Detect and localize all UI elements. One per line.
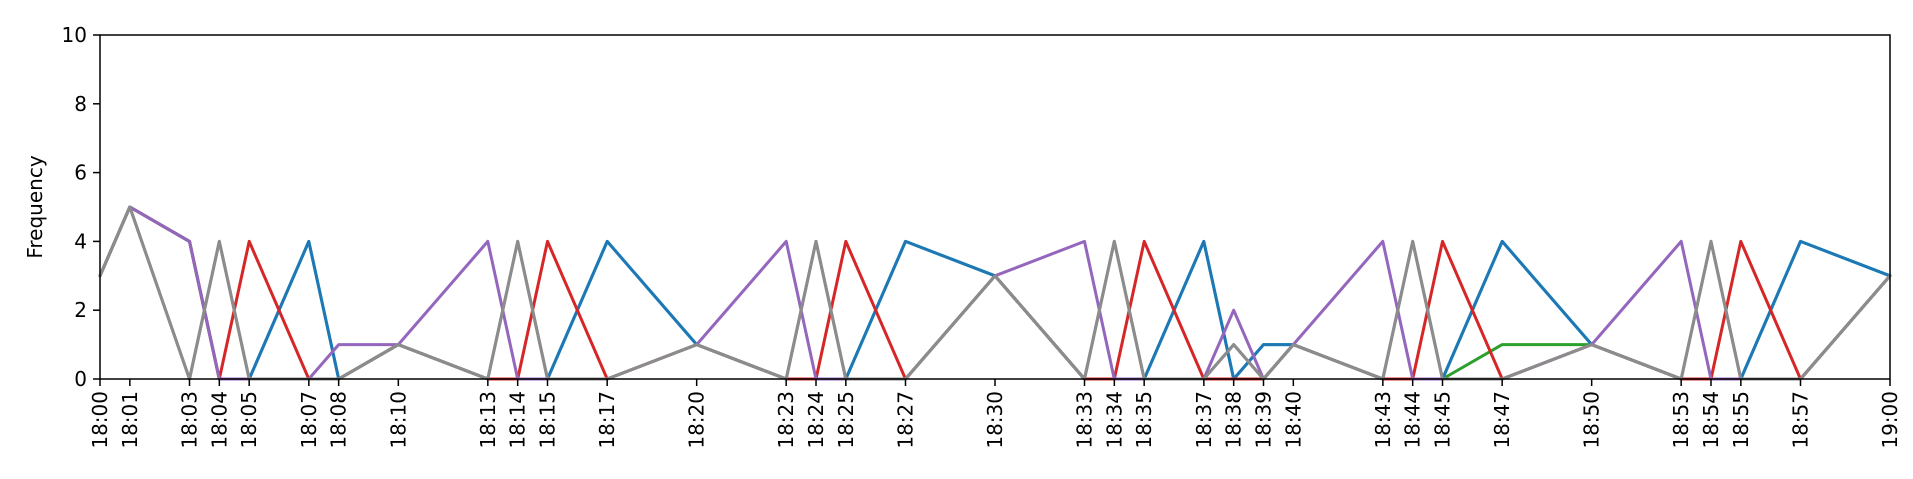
x-tick-label: 18:23 (774, 391, 798, 449)
x-tick-label: 18:24 (804, 391, 828, 449)
x-tick-label: 18:38 (1222, 391, 1246, 449)
series-line-1 (98, 205, 1892, 381)
x-tick-label: 18:55 (1729, 391, 1753, 449)
x-tick-label: 18:20 (685, 391, 709, 449)
y-axis: 0 2 4 6 8 10 (62, 23, 100, 391)
x-tick-label: 18:40 (1281, 391, 1305, 449)
x-tick-label: 18:37 (1192, 391, 1216, 449)
series-layer (98, 205, 1892, 381)
x-tick-label: 18:03 (178, 391, 202, 449)
x-tick-label: 18:43 (1371, 391, 1395, 449)
y-tick-label: 4 (74, 229, 87, 253)
series-line-2 (98, 205, 1892, 381)
x-tick-label: 18:07 (297, 391, 321, 449)
plot-frame (99, 34, 1891, 380)
series-line-7 (98, 205, 1892, 381)
series-line-5 (98, 205, 1892, 381)
y-tick-label: 2 (74, 298, 87, 322)
x-tick-label: 18:04 (207, 391, 231, 449)
x-tick-label: 18:10 (386, 391, 410, 449)
x-tick-label: 18:44 (1401, 391, 1425, 449)
x-tick-label: 18:15 (536, 391, 560, 449)
x-tick-label: 18:27 (894, 391, 918, 449)
series-line-4 (98, 205, 1892, 381)
x-tick-label: 18:45 (1431, 391, 1455, 449)
x-tick-label: 18:34 (1102, 391, 1126, 449)
y-tick-label: 6 (74, 161, 87, 185)
y-tick-label: 10 (62, 23, 87, 47)
x-tick-label: 18:05 (237, 391, 261, 449)
x-tick-label: 18:00 (88, 391, 112, 449)
x-tick-label: 18:47 (1490, 391, 1514, 449)
x-tick-label: 18:39 (1252, 391, 1276, 449)
x-tick-label: 18:54 (1699, 391, 1723, 449)
x-axis: 18:00 18:01 18:03 18:04 18:05 18:07 18:08 18:10… (88, 379, 1902, 449)
y-tick-label: 0 (74, 367, 87, 391)
x-tick-label: 18:17 (595, 391, 619, 449)
x-tick-label: 18:33 (1073, 391, 1097, 449)
x-tick-label: 18:35 (1132, 391, 1156, 449)
x-tick-label: 18:30 (983, 391, 1007, 449)
y-tick-label: 8 (74, 92, 87, 116)
x-tick-label: 18:25 (834, 391, 858, 449)
x-tick-label: 18:53 (1669, 391, 1693, 449)
x-tick-label: 18:13 (476, 391, 500, 449)
x-tick-label: 18:08 (327, 391, 351, 449)
y-axis-title: Frequency (23, 155, 47, 258)
x-tick-label: 19:00 (1878, 391, 1902, 449)
series-line-3 (98, 205, 1892, 381)
x-tick-label: 18:14 (506, 391, 530, 449)
x-tick-label: 18:57 (1789, 391, 1813, 449)
series-line-6 (98, 205, 1892, 381)
x-tick-label: 18:01 (118, 391, 142, 449)
x-tick-label: 18:50 (1580, 391, 1604, 449)
